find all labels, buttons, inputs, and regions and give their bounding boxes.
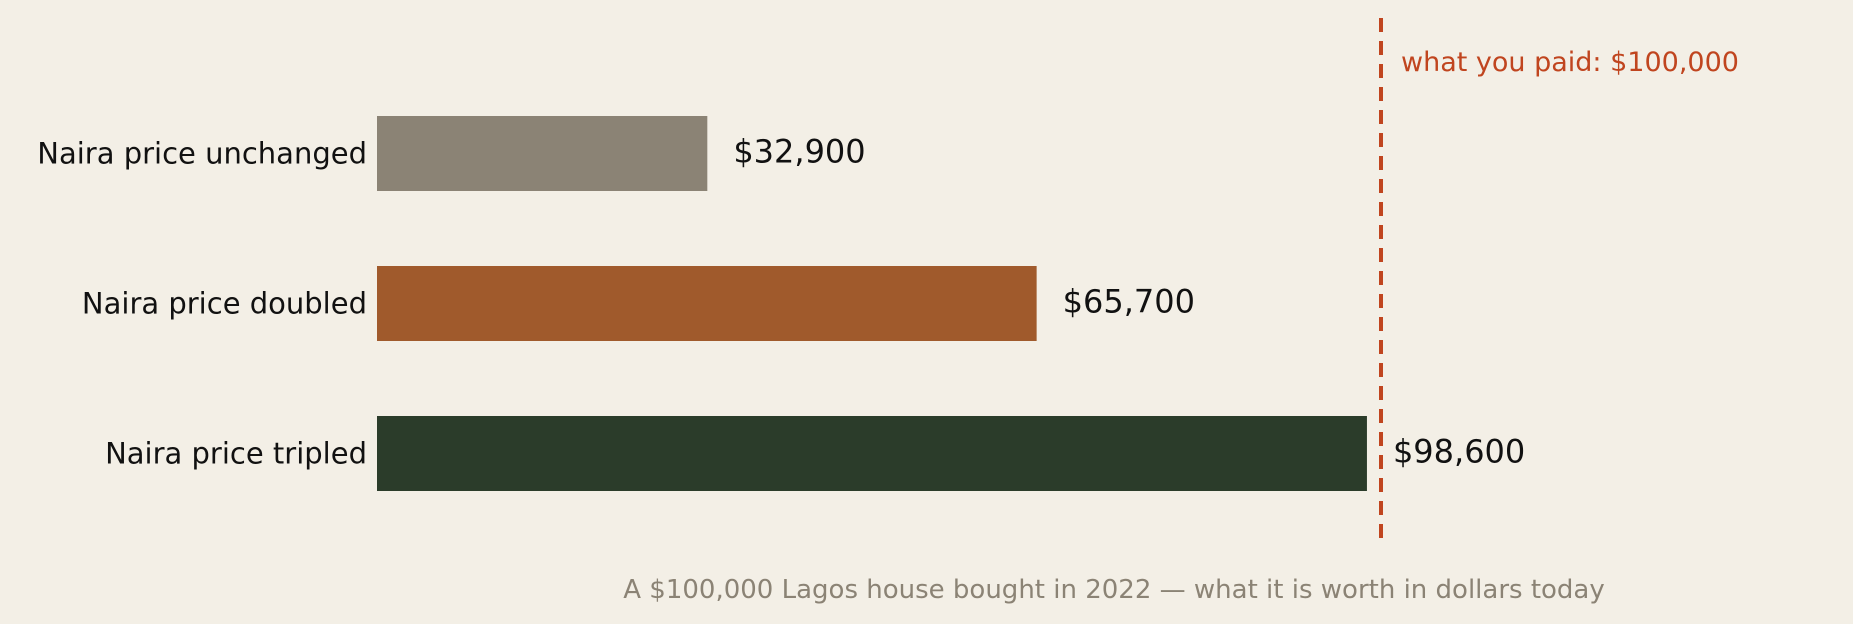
bar-naira-price-unchanged (377, 116, 708, 191)
category-label: Naira price doubled (82, 287, 367, 321)
chart-caption: A $100,000 Lagos house bought in 2022 — … (623, 575, 1605, 605)
bars-group (377, 116, 1367, 491)
bar-naira-price-doubled (377, 266, 1037, 341)
value-label: $32,900 (733, 133, 865, 171)
value-label: $65,700 (1063, 283, 1195, 321)
reference-group: what you paid: $100,000 (1379, 18, 1739, 545)
reference-line-label: what you paid: $100,000 (1401, 47, 1739, 78)
category-label: Naira price tripled (105, 437, 367, 471)
category-label: Naira price unchanged (37, 137, 367, 171)
value-label: $98,600 (1393, 433, 1525, 471)
labels-group: Naira price unchanged $32,900 Naira price … (37, 133, 1525, 471)
bar-naira-price-tripled (377, 416, 1367, 491)
